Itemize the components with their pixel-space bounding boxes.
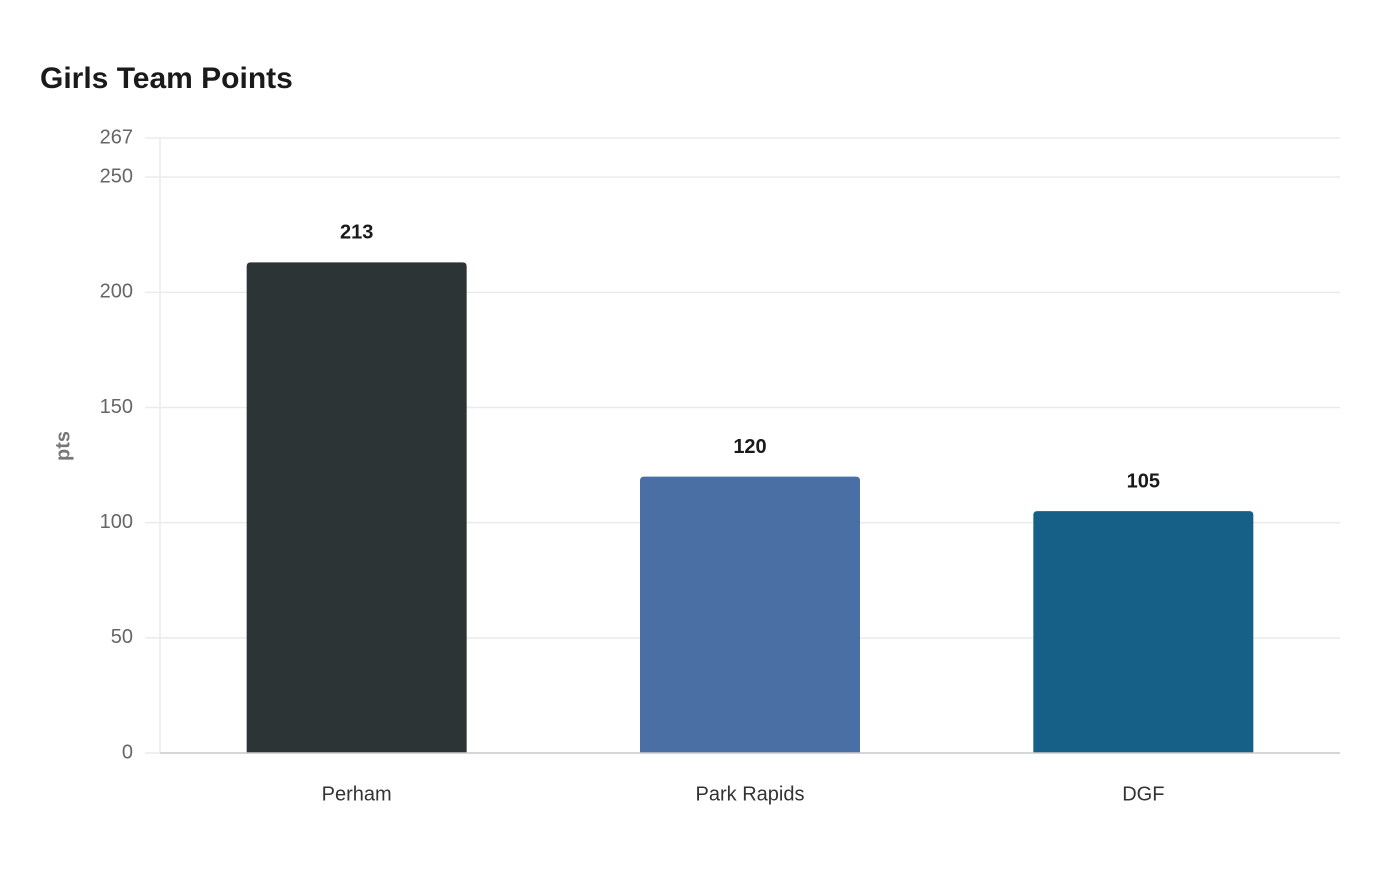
x-tick-label: DGF bbox=[1122, 783, 1164, 805]
bar bbox=[246, 262, 467, 753]
value-label: 213 bbox=[340, 222, 373, 244]
y-tick-label: 100 bbox=[100, 511, 133, 533]
y-tick-label: 250 bbox=[100, 165, 133, 187]
y-tick-label: 200 bbox=[100, 281, 133, 303]
value-label: 120 bbox=[733, 436, 766, 458]
y-tick-label: 150 bbox=[100, 396, 133, 418]
y-tick-label: 267 bbox=[100, 126, 133, 148]
y-tick-label: 50 bbox=[111, 626, 133, 648]
x-tick-label: Perham bbox=[322, 783, 392, 805]
x-tick-label: Park Rapids bbox=[696, 783, 805, 805]
chart-title: Girls Team Points bbox=[40, 62, 293, 95]
value-label: 105 bbox=[1127, 470, 1160, 492]
y-tick-label: 0 bbox=[122, 741, 133, 763]
y-axis-label: pts bbox=[52, 431, 74, 461]
bar bbox=[1033, 511, 1254, 753]
bar bbox=[640, 476, 860, 753]
